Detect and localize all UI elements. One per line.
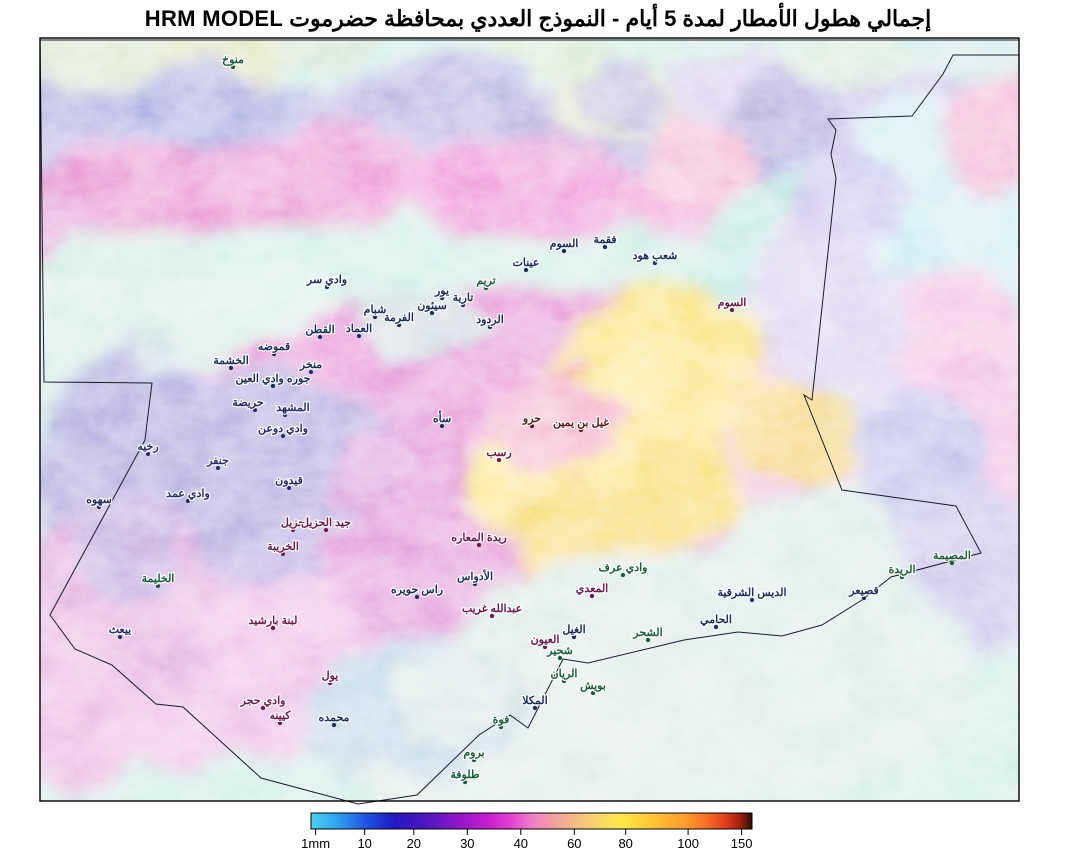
svg-text:طلوفة: طلوفة: [450, 769, 479, 781]
svg-text:وادي سر: وادي سر: [306, 274, 347, 287]
svg-text:رخيه: رخيه: [137, 441, 158, 453]
svg-text:القطن: القطن: [305, 324, 334, 336]
svg-text:يول: يول: [322, 670, 339, 682]
svg-text:السوم: السوم: [718, 297, 747, 309]
svg-text:سيئون: سيئون: [417, 300, 447, 312]
svg-text:الخليمة: الخليمة: [142, 573, 175, 585]
svg-text:العماد: العماد: [346, 323, 372, 335]
svg-text:الريان: الريان: [551, 668, 578, 680]
svg-text:المصيمة: المصيمة: [933, 550, 971, 562]
svg-text:الشحر: الشحر: [632, 627, 662, 639]
svg-text:رسب: رسب: [486, 447, 511, 459]
svg-text:الفرمة: الفرمة: [384, 312, 414, 324]
svg-text:راس حويره: راس حويره: [391, 584, 443, 596]
svg-text:بروم: بروم: [463, 747, 484, 759]
svg-text:المعدي: المعدي: [576, 583, 608, 596]
svg-text:يور: يور: [434, 285, 449, 297]
svg-text:وادي دوعن: وادي دوعن: [258, 423, 308, 436]
svg-text:60: 60: [567, 836, 581, 851]
svg-text:حرو: حرو: [522, 413, 541, 425]
svg-text:تارية: تارية: [453, 292, 474, 304]
svg-text:40: 40: [514, 836, 528, 851]
svg-text:تريم: تريم: [476, 275, 496, 287]
svg-text:منخر: منخر: [299, 359, 322, 371]
svg-text:المكلا: المكلا: [522, 695, 547, 707]
svg-text:جوره وادي العين: جوره وادي العين: [236, 373, 311, 386]
svg-text:الحامي: الحامي: [700, 614, 732, 627]
svg-text:وادي عمد: وادي عمد: [166, 488, 210, 501]
svg-text:وادي حجر: وادي حجر: [240, 695, 286, 708]
svg-text:قصيعر: قصيعر: [848, 585, 879, 597]
svg-text:شبام: شبام: [364, 304, 387, 316]
svg-text:وادي عرف: وادي عرف: [599, 562, 648, 575]
svg-text:1mm: 1mm: [301, 836, 330, 851]
svg-text:عبدالله غريب: عبدالله غريب: [462, 603, 522, 615]
svg-text:كيينه: كيينه: [269, 710, 291, 722]
svg-text:150: 150: [731, 836, 753, 851]
svg-text:فوة: فوة: [493, 714, 510, 726]
svg-text:عينات: عينات: [513, 257, 540, 269]
svg-text:الديس الشرقية: الديس الشرقية: [717, 587, 786, 599]
svg-text:ييعث: ييعث: [109, 624, 132, 636]
svg-text:لبنة بارشيد: لبنة بارشيد: [249, 615, 298, 627]
svg-text:الريدة: الريدة: [888, 564, 915, 576]
svg-text:قيدون: قيدون: [275, 475, 303, 487]
svg-text:10: 10: [357, 836, 371, 851]
svg-text:السوم: السوم: [550, 238, 579, 250]
svg-text:الأدواس: الأدواس: [457, 569, 493, 583]
svg-text:سأه: سأه: [433, 411, 451, 425]
svg-text:20: 20: [407, 836, 421, 851]
svg-text:الخريبة: الخريبة: [267, 541, 299, 553]
svg-text:فقمة: فقمة: [593, 234, 616, 246]
svg-text:قموضه: قموضه: [258, 341, 291, 353]
svg-text:المشهد: المشهد: [276, 402, 309, 414]
svg-text:غيل بن يمين: غيل بن يمين: [553, 417, 609, 429]
svg-text:العيون: العيون: [531, 634, 560, 646]
svg-text:منوخ: منوخ: [222, 54, 244, 66]
svg-text:الخشمة: الخشمة: [213, 355, 249, 367]
svg-text:ريدة المعاره: ريدة المعاره: [451, 532, 506, 544]
svg-text:بويش: بويش: [580, 680, 606, 692]
svg-text:100: 100: [677, 836, 699, 851]
svg-text:30: 30: [460, 836, 474, 851]
svg-text:جنفر: جنفر: [206, 455, 229, 467]
svg-text:الردود: الردود: [476, 314, 504, 326]
svg-text:80: 80: [618, 836, 632, 851]
svg-text:محمده: محمده: [319, 712, 350, 724]
svg-text:جيد الحزيل: جيد الحزيل: [301, 517, 351, 529]
svg-text:شحير: شحير: [546, 645, 573, 657]
svg-text:حريضة: حريضة: [232, 397, 264, 409]
svg-text:شعب هود: شعب هود: [633, 250, 678, 262]
svg-text:الغيل: الغيل: [562, 624, 585, 636]
svg-text:سهوه: سهوه: [86, 494, 112, 506]
